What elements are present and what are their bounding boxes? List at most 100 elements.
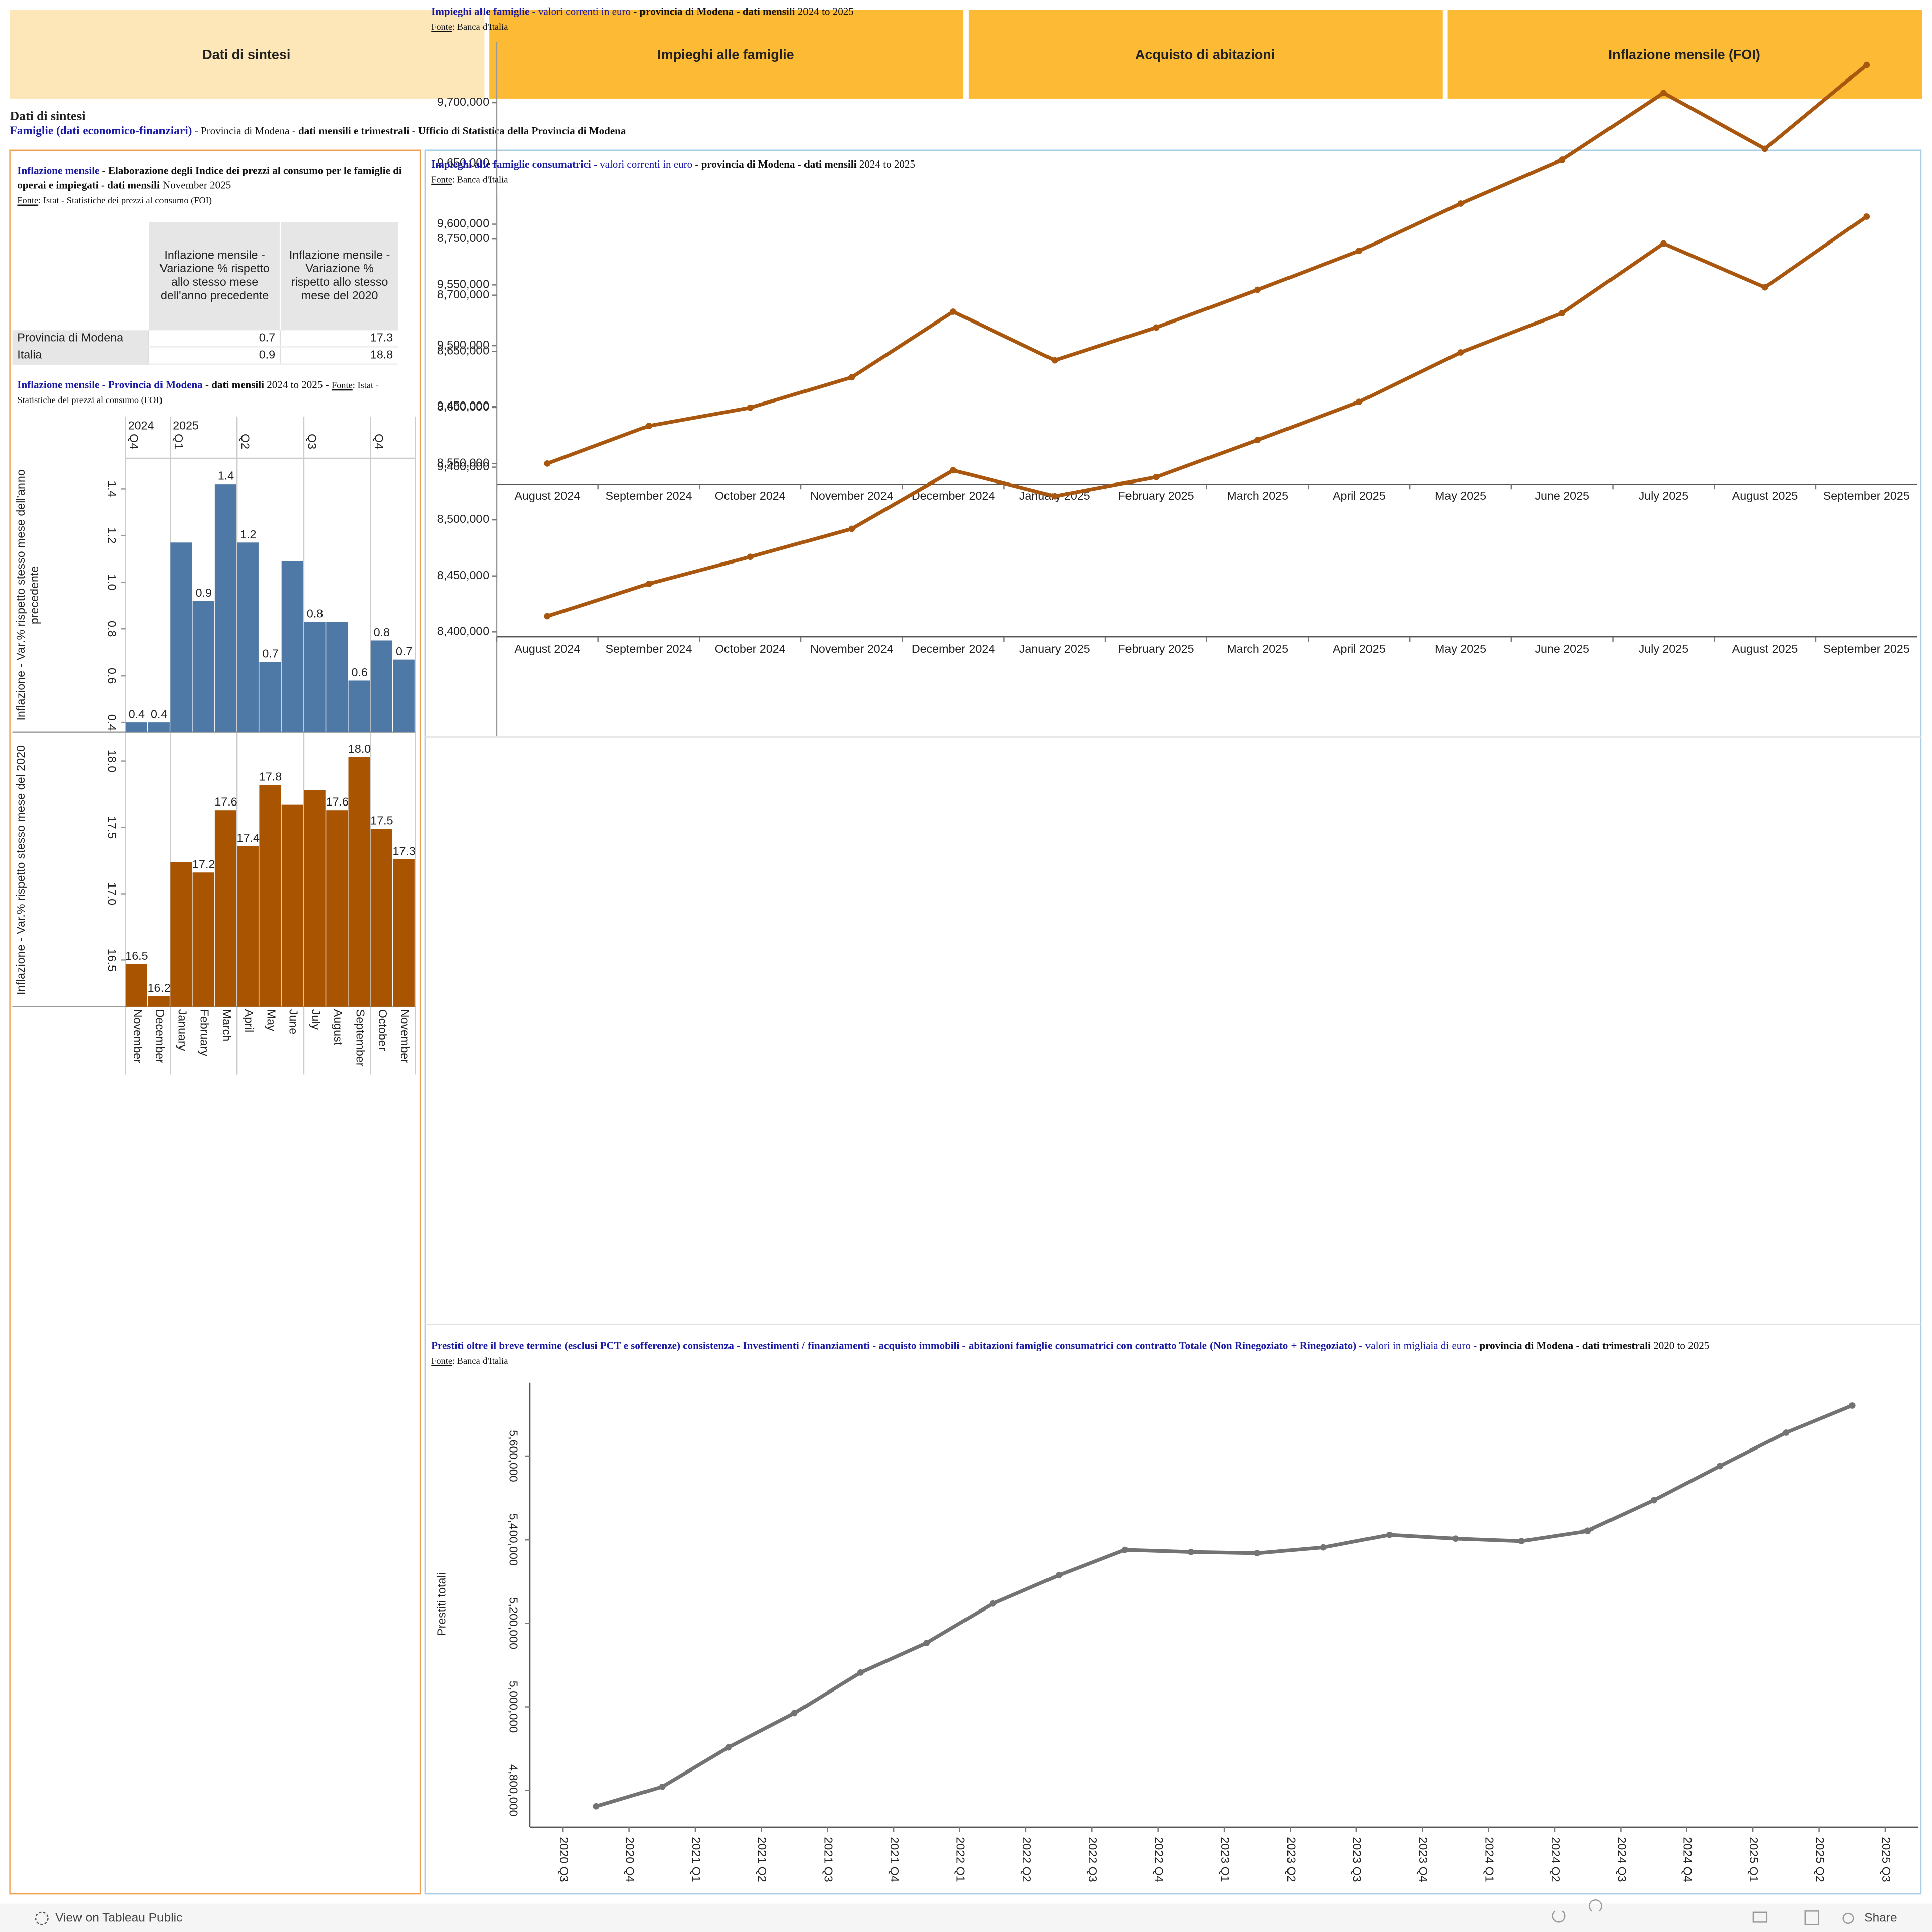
header-title: Dati di sintesi [10,109,86,123]
x-tick-label: 2022 Q3 [1086,1837,1099,1882]
footer-bar [0,1903,1932,1932]
x-tick-label: November [398,1009,412,1064]
bar [348,757,370,1007]
point [950,308,956,315]
value-label: 0.8 [374,626,390,639]
x-tick-label: November [131,1009,144,1064]
y-tick-label: 8,450,000 [437,569,490,582]
point [848,374,855,381]
tab-label[interactable]: Dati di sintesi [202,47,290,62]
point [1355,248,1362,255]
text-part: Impieghi alle famiglie consumatrici [431,157,591,170]
point [659,1783,666,1790]
y-tick-label: 8,700,000 [437,288,490,301]
cell: 17.3 [280,330,398,348]
bar [237,846,259,1007]
bar [192,601,214,732]
x-tick-label: June 2025 [1535,642,1589,655]
row-label: Provincia di Modena [12,330,149,347]
cell: 0.9 [147,347,281,365]
point [1848,1402,1856,1409]
value-label: 0.7 [396,645,412,658]
x-tick-label: September 2025 [1823,642,1910,655]
point [1761,284,1768,291]
tab-label[interactable]: Acquisto di abitazioni [1135,47,1275,62]
fullscreen-icon[interactable] [1804,1910,1819,1925]
bar [148,996,170,1007]
tab-label[interactable]: Impieghi alle famiglie [657,47,794,62]
x-tick-label: November 2024 [810,489,893,502]
bar [125,722,147,732]
tab[interactable] [489,10,964,99]
point [989,1600,996,1607]
x-tick-label: March [220,1009,233,1042]
y-tick-label: 9,450,000 [437,399,490,412]
x-tick-label: August 2025 [1732,642,1798,655]
point [544,460,551,467]
point [1863,61,1870,68]
redo-icon[interactable] [1588,1899,1602,1912]
point [1051,493,1058,500]
point [1457,349,1464,356]
y-tick-label: 1.4 [105,480,118,497]
y-tick-label: 5,600,000 [507,1430,520,1482]
table-title-text: Inflazione mensile - Elaborazione degli … [17,164,412,193]
quarter-header: Q2 [239,434,252,449]
y-tick-label: 1.2 [105,527,118,543]
x-tick-label: 2021 Q3 [822,1837,835,1882]
x-tick-label: October 2024 [715,642,786,655]
x-tick-label: April [243,1009,256,1033]
bar [281,561,303,732]
value-label: 17.5 [370,814,393,827]
point [1121,1546,1129,1553]
quarter-header: Q4 [372,434,385,449]
bar [348,680,370,732]
x-tick-label: March 2025 [1227,642,1289,655]
value-label: 0.7 [262,647,278,660]
value-label: 0.9 [196,586,212,599]
text-part: 2024 to 2025 [795,5,854,18]
chart-source: Fonte: Banca d'Italia [431,174,508,185]
share-icon [1842,1913,1854,1924]
bar [192,872,214,1007]
bar [370,640,392,732]
table: Inflazione mensile - Variazione % rispet… [12,221,398,365]
text-part: - valori correnti in euro [591,157,693,170]
chart-title: Impieghi alle famiglie consumatrici - va… [431,157,915,170]
point [1761,145,1768,152]
bar [148,722,170,732]
column-header: Inflazione mensile - Variazione % rispet… [280,221,398,331]
x-tick-label: 2020 Q4 [623,1837,636,1882]
y-axis-title-text: Inflazione - Var.% rispetto stesso mese … [15,469,43,721]
tab[interactable] [968,10,1443,99]
y-tick-label: 8,500,000 [437,512,490,525]
chart-title: Impieghi alle famiglie - valori correnti… [431,5,854,18]
bar [326,622,348,732]
undo-icon[interactable] [1552,1910,1566,1923]
point [1559,310,1566,316]
bar [125,964,147,1007]
download-icon[interactable] [1752,1911,1768,1923]
tab-label[interactable]: Inflazione mensile (FOI) [1608,47,1760,62]
x-tick-label: September 2024 [606,489,692,502]
tab[interactable] [10,10,485,99]
y-tick-label: 8,650,000 [437,344,490,357]
share-button[interactable]: Share [1864,1911,1897,1925]
x-tick-label: January 2025 [1019,642,1090,655]
point [1188,1548,1194,1555]
x-tick-label: 2023 Q3 [1351,1837,1364,1882]
value-label: 17.3 [393,844,416,857]
text-part: : Banca d'Italia [452,174,508,185]
x-tick-label: April 2025 [1333,642,1386,655]
x-tick-label: 2025 Q2 [1813,1837,1826,1882]
line-series [595,1404,1853,1808]
x-tick-label: July [309,1009,323,1030]
text-part: Fonte [431,21,453,32]
y-axis-title-text: Inflazione - Var.% rispetto stesso mese … [15,745,29,995]
point [1320,1544,1327,1551]
tableau-link[interactable]: View on Tableau Public [55,1911,182,1925]
point [1457,200,1464,207]
x-tick-label: September 2025 [1823,489,1910,502]
value-label: 0.8 [307,607,323,620]
